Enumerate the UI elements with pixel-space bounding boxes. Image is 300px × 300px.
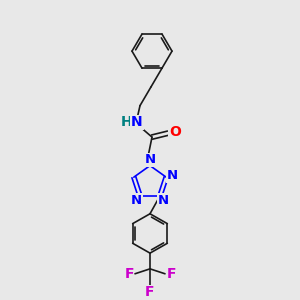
Text: F: F xyxy=(145,286,155,299)
Text: N: N xyxy=(144,153,156,166)
Text: N: N xyxy=(166,169,177,182)
Text: N: N xyxy=(158,194,169,207)
Text: O: O xyxy=(169,125,181,139)
Text: N: N xyxy=(131,115,143,129)
Text: H: H xyxy=(121,115,133,129)
Text: N: N xyxy=(131,194,142,207)
Text: F: F xyxy=(124,267,134,281)
Text: F: F xyxy=(166,267,176,281)
